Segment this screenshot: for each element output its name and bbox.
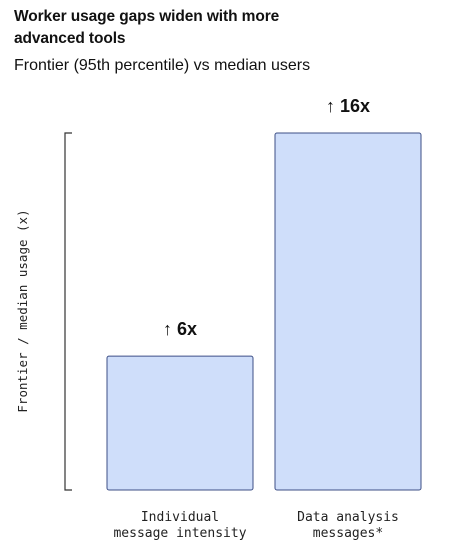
category-label-1: Data analysis messages* xyxy=(297,510,399,541)
chart-subtitle: Frontier (95th percentile) vs median use… xyxy=(14,57,311,74)
y-axis-bracket xyxy=(64,132,72,491)
bar-0 xyxy=(106,355,254,491)
labels-group: ↑ 6x Individual message intensity ↑ 16x Data… xyxy=(113,96,398,541)
bars-group xyxy=(106,132,422,491)
data-label-0: ↑ 6x xyxy=(163,319,197,339)
data-label-1: ↑ 16x xyxy=(326,96,370,116)
bar-1 xyxy=(274,132,422,491)
y-axis-label: Frontier / median usage (x) xyxy=(15,209,30,412)
chart-title: Worker usage gaps widen with more advanc… xyxy=(14,8,280,47)
category-label-0: Individual message intensity xyxy=(113,510,246,541)
